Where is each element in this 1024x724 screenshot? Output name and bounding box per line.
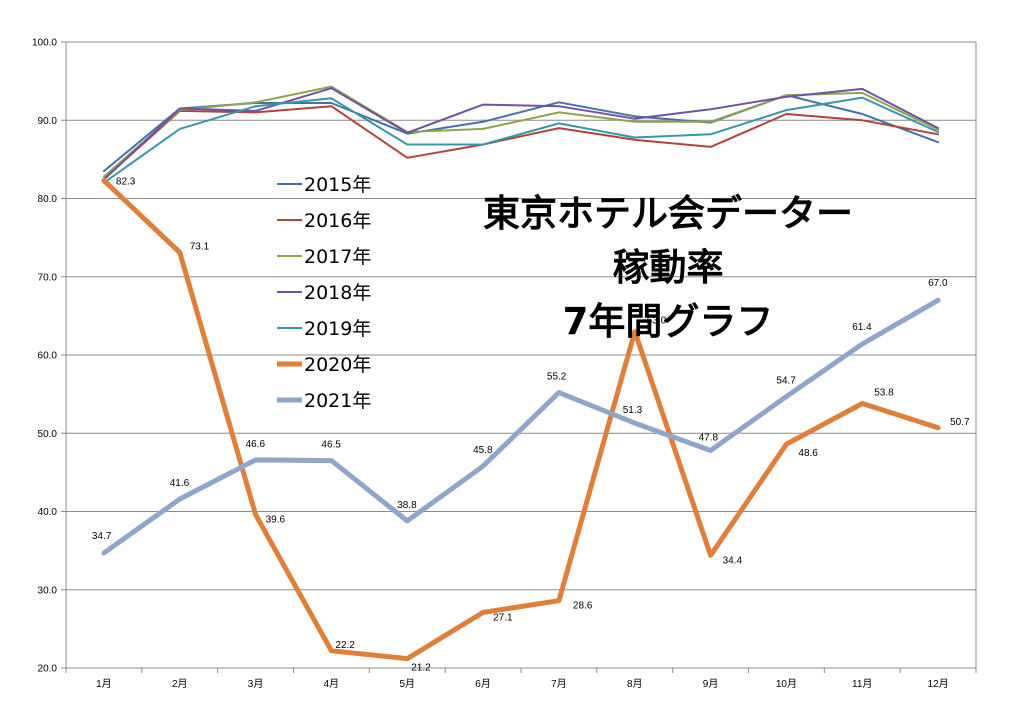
x-tick-label: 3月 <box>248 678 264 690</box>
data-label: 67.0 <box>928 278 948 289</box>
x-tick-label: 10月 <box>776 678 797 690</box>
y-tick-label: 90.0 <box>38 116 58 127</box>
legend-label: 2020年 <box>304 354 371 376</box>
x-tick-label: 4月 <box>324 678 340 690</box>
legend-label: 2018年 <box>304 282 371 304</box>
series-line-2 <box>102 85 940 178</box>
chart-title-line: 7年間グラフ <box>563 300 774 343</box>
y-tick-label: 70.0 <box>38 272 58 283</box>
data-label: 46.5 <box>321 440 341 451</box>
x-tick-label: 9月 <box>703 678 719 690</box>
data-label: 38.8 <box>397 500 417 511</box>
x-tick-label: 6月 <box>475 678 491 690</box>
data-label: 39.6 <box>266 515 286 526</box>
data-label: 54.7 <box>776 375 796 386</box>
data-label: 48.6 <box>798 448 818 459</box>
data-label: 21.2 <box>411 663 431 674</box>
y-tick-label: 80.0 <box>38 194 58 205</box>
data-label: 41.6 <box>170 478 190 489</box>
x-tick-label: 7月 <box>551 678 567 690</box>
data-label: 22.2 <box>335 640 355 651</box>
data-label: 34.7 <box>92 531 112 542</box>
data-labels: 82.3 73.1 39.6 22.2 21.2 27.1 28.6 63.0 34.4 48.6… <box>92 177 970 674</box>
chart-title-line: 東京ホテル会データー <box>483 192 853 235</box>
legend-label: 2021年 <box>304 390 371 412</box>
x-tick-label: 2月 <box>172 678 188 690</box>
legend-label: 2016年 <box>304 210 371 232</box>
series-line-5 <box>101 178 941 662</box>
data-label: 82.3 <box>116 177 136 188</box>
data-label: 73.1 <box>190 241 210 252</box>
data-label: 51.3 <box>623 405 643 416</box>
x-tick-label: 5月 <box>399 678 415 690</box>
legend-label: 2017年 <box>304 246 371 268</box>
y-tick-label: 50.0 <box>38 429 58 440</box>
axes: 20.0 30.0 40.0 50.0 60.0 70.0 80.0 90.0 100.0 1月 2… <box>32 38 977 690</box>
legend-label: 2019年 <box>304 318 371 340</box>
legend-label: 2015年 <box>304 174 371 196</box>
series-line-4 <box>102 96 940 184</box>
x-tick-label: 12月 <box>928 678 949 690</box>
series-line-1 <box>102 105 940 180</box>
y-tick-label: 30.0 <box>38 585 58 596</box>
y-tick-label: 40.0 <box>38 507 58 518</box>
y-tick-label: 100.0 <box>32 38 57 49</box>
x-tick-label: 8月 <box>627 678 643 690</box>
y-tick-label: 60.0 <box>38 351 58 362</box>
y-tick-label: 20.0 <box>38 664 58 675</box>
data-label: 55.2 <box>547 372 567 383</box>
data-label: 53.8 <box>874 388 894 399</box>
series-lines <box>101 85 941 662</box>
data-label: 46.6 <box>246 439 266 450</box>
x-tick-label: 1月 <box>96 678 112 690</box>
data-label: 61.4 <box>852 322 872 333</box>
data-label: 45.8 <box>473 445 493 456</box>
chart-title-line: 稼動率 <box>613 246 724 289</box>
legend: 2015年 2016年 2017年 2018年 2019年 2020年 2021年 <box>277 174 371 412</box>
data-label: 28.6 <box>573 601 593 612</box>
data-label: 63.0 <box>647 316 667 327</box>
data-label: 47.8 <box>699 432 719 443</box>
data-label: 50.7 <box>950 417 970 428</box>
series-line-6 <box>101 297 941 556</box>
grid-lines <box>66 41 976 669</box>
x-tick-label: 11月 <box>852 678 872 690</box>
data-label: 34.4 <box>723 555 743 566</box>
data-label: 27.1 <box>493 612 513 623</box>
